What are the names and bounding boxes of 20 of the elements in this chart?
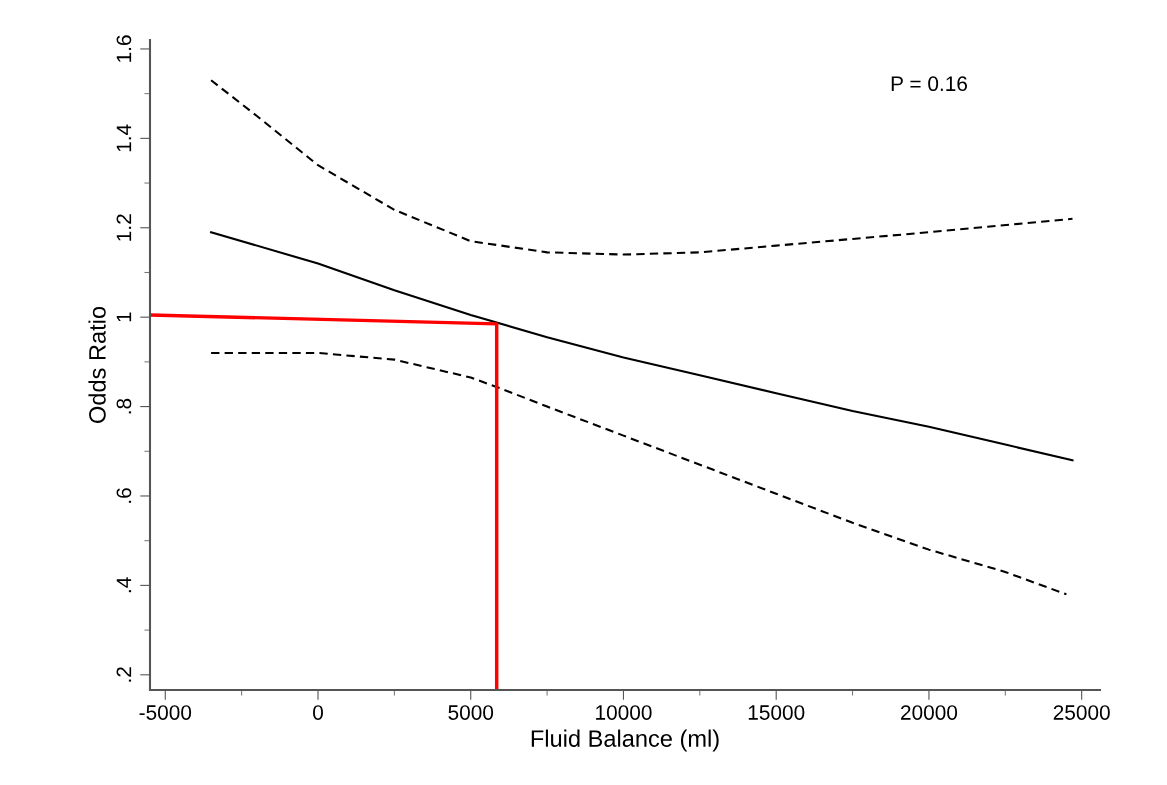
annotation: P = 0.16 xyxy=(891,76,967,92)
x-tick-label: -5000 xyxy=(139,705,192,720)
y-tick-label: 1.2 xyxy=(116,214,132,241)
x-tick-label: 0 xyxy=(313,705,323,720)
y-axis-title: Odds Ratio xyxy=(88,306,106,423)
x-tick-label: 5000 xyxy=(448,705,494,720)
x-axis-title: Fluid Balance (ml) xyxy=(531,729,719,752)
x-tick-label: 25000 xyxy=(1053,705,1110,720)
y-tick-label: .4 xyxy=(116,577,132,593)
x-tick-label: 15000 xyxy=(748,705,805,720)
y-tick-label: .6 xyxy=(116,488,132,503)
y-tick-label: 1 xyxy=(116,312,132,322)
x-tick-label: 10000 xyxy=(596,705,652,720)
y-tick-label: .2 xyxy=(116,667,132,682)
y-tick-label: 1.4 xyxy=(116,124,132,152)
line-series xyxy=(210,231,1074,462)
line-series xyxy=(210,351,1068,596)
y-tick-label: .8 xyxy=(116,398,132,414)
x-tick-label: 20000 xyxy=(901,705,958,720)
y-tick-label: 1.6 xyxy=(116,35,132,62)
